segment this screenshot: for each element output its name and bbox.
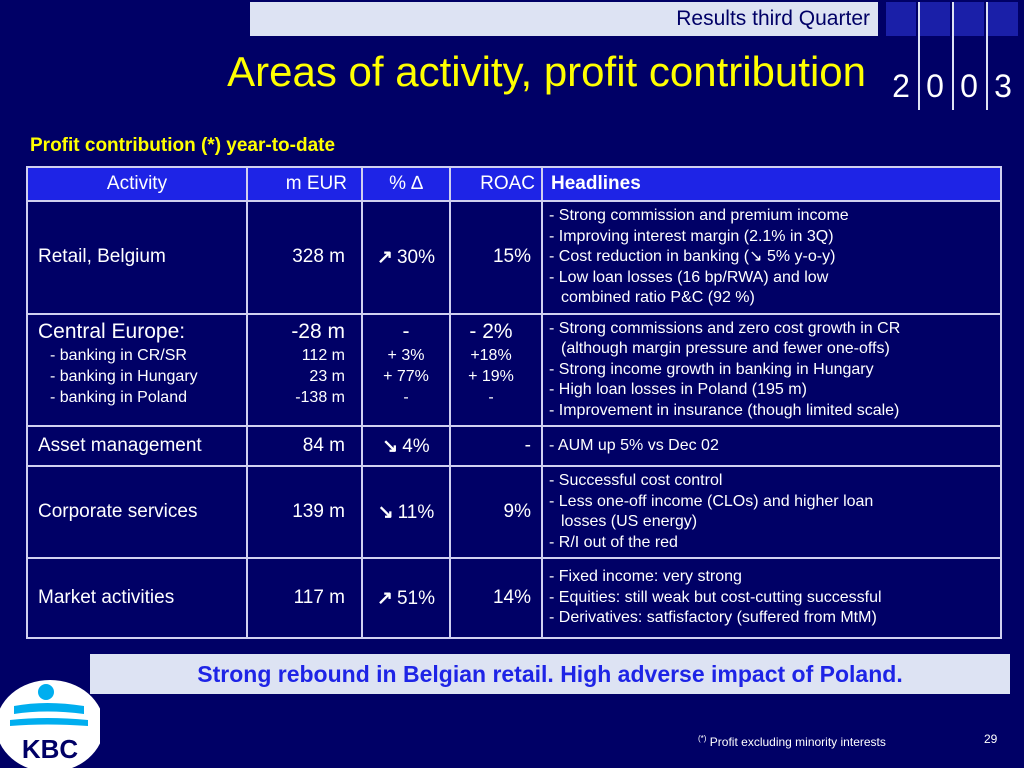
roac-cell: - — [449, 425, 543, 467]
meur-cell: -28 m 112 m 23 m -138 m — [246, 312, 363, 427]
col-header-roac: ROAC — [449, 166, 543, 202]
footnote-text: Profit excluding minority interests — [709, 735, 886, 749]
table-row: Corporate services 139 m ↘ 11% 9% - Succe… — [26, 465, 1002, 559]
table-row: Retail, Belgium 328 m ↗ 30% 15% - Strong … — [26, 200, 1002, 315]
arrow-down-icon: ↘ — [377, 501, 394, 523]
year-digit: 0 — [926, 68, 944, 104]
logo-text: KBC — [22, 734, 79, 764]
table-row: Central Europe: - banking in CR/SR - ban… — [26, 312, 1002, 427]
roac-cell: 9% — [449, 465, 543, 559]
pct-cell: ↘ 4% — [361, 425, 451, 467]
pct-cell: - + 3% + 77% - — [361, 312, 451, 427]
col-header-pct-change: % ∆ — [361, 166, 451, 202]
year-display: 2 0 0 3 — [886, 2, 1020, 110]
year-digit: 2 — [892, 68, 910, 104]
roac-cell: - 2% +18% + 19% - — [449, 312, 543, 427]
meur-cell: 84 m — [246, 425, 363, 467]
headlines-cell: - Fixed income: very strong - Equities: … — [541, 557, 1002, 639]
meur-cell: 117 m — [246, 557, 363, 639]
activity-cell: Market activities — [26, 557, 248, 639]
results-label: Results third Quarter — [676, 7, 870, 30]
activity-cell: Corporate services — [26, 465, 248, 559]
activity-cell: Central Europe: - banking in CR/SR - ban… — [26, 312, 248, 427]
col-header-headlines: Headlines — [541, 166, 1002, 202]
meur-cell: 139 m — [246, 465, 363, 559]
table-header-row: Activity m EUR % ∆ ROAC Headlines — [26, 166, 1002, 202]
kbc-logo: KBC — [0, 676, 104, 768]
pct-cell: ↘ 11% — [361, 465, 451, 559]
table-subtitle: Profit contribution (*) year-to-date — [30, 135, 336, 156]
year-column: 0 — [920, 2, 954, 110]
pct-cell: ↗ 51% — [361, 557, 451, 639]
activity-cell: Retail, Belgium — [26, 200, 248, 315]
headlines-cell: - AUM up 5% vs Dec 02 — [541, 425, 1002, 467]
footnote: (*) Profit excluding minority interests — [698, 734, 886, 749]
activity-cell: Asset management — [26, 425, 248, 467]
top-bar: Results third Quarter — [250, 2, 878, 36]
year-column: 2 — [886, 2, 920, 110]
year-digit: 0 — [960, 68, 978, 104]
roac-cell: 14% — [449, 557, 543, 639]
headlines-cell: - Strong commission and premium income -… — [541, 200, 1002, 315]
headlines-cell: - Strong commissions and zero cost growt… — [541, 312, 1002, 427]
page-title: Areas of activity, profit contribution — [227, 48, 866, 95]
arrow-up-icon: ↗ — [377, 587, 393, 609]
year-digit: 3 — [994, 68, 1012, 104]
meur-cell: 328 m — [246, 200, 363, 315]
footnote-marker: (*) — [698, 734, 707, 743]
headlines-cell: - Successful cost control - Less one-off… — [541, 465, 1002, 559]
arrow-down-icon: ↘ — [382, 435, 399, 457]
roac-cell: 15% — [449, 200, 543, 315]
table-row: Asset management 84 m ↘ 4% - - AUM up 5% … — [26, 425, 1002, 467]
profit-table: Activity m EUR % ∆ ROAC Headlines Retail… — [26, 166, 1002, 639]
year-column: 3 — [988, 2, 1018, 110]
arrow-up-icon: ↗ — [377, 246, 393, 268]
kbc-figure-logo: KBC — [0, 680, 104, 768]
table-row: Market activities 117 m ↗ 51% 14% - Fixed… — [26, 557, 1002, 639]
pct-cell: ↗ 30% — [361, 200, 451, 315]
year-column: 0 — [954, 2, 988, 110]
page-number: 29 — [984, 732, 998, 746]
conclusion-banner: Strong rebound in Belgian retail. High a… — [90, 654, 1010, 694]
col-header-meur: m EUR — [246, 166, 363, 202]
col-header-activity: Activity — [26, 166, 248, 202]
